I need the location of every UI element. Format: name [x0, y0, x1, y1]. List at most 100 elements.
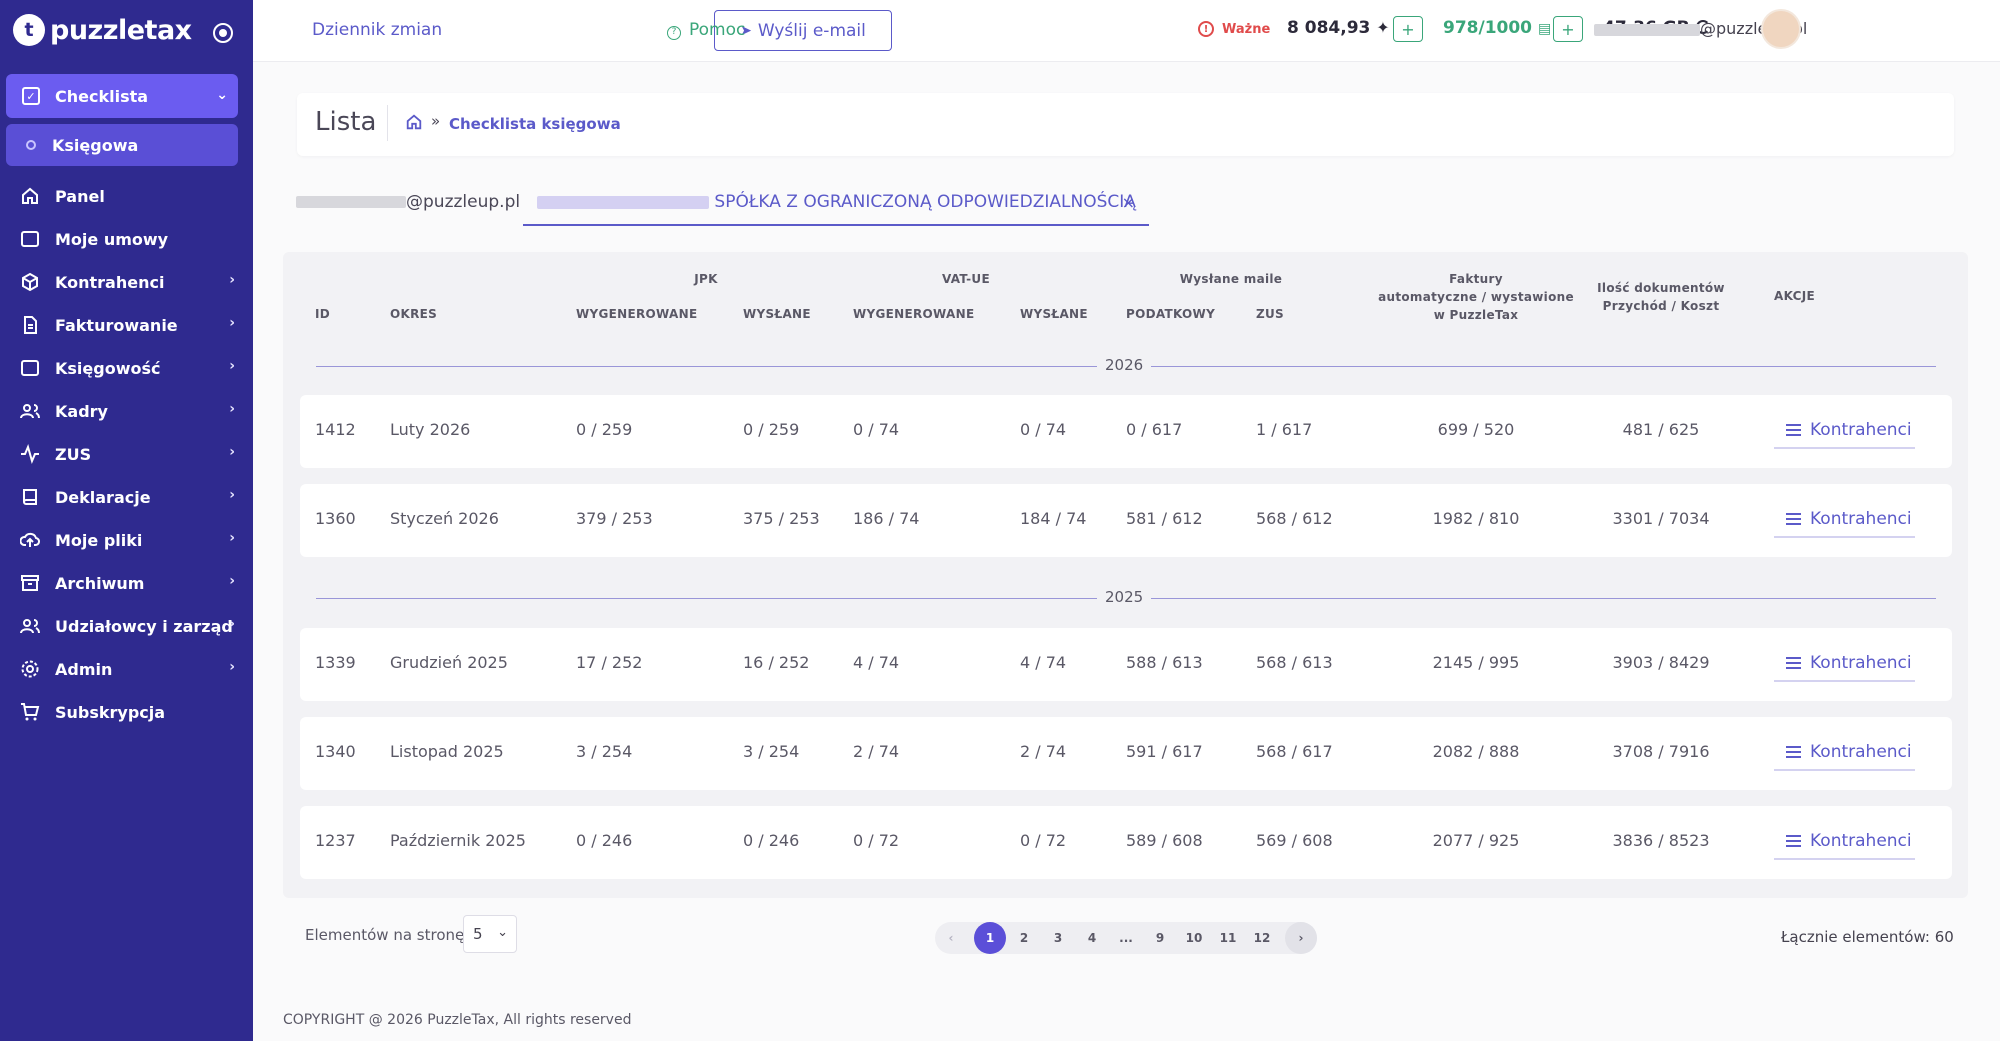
cell-period: Luty 2026 [390, 420, 471, 439]
menu-icon [1786, 746, 1801, 758]
add-documents-button[interactable]: + [1553, 16, 1583, 42]
cell-period: Listopad 2025 [390, 742, 504, 761]
cell-invoices: 699 / 520 [1437, 420, 1515, 439]
page-button[interactable]: 9 [1155, 931, 1165, 945]
kontrahenci-button[interactable]: Kontrahenci [1774, 502, 1915, 538]
header-jpk-generated: WYGENEROWANE [576, 307, 698, 321]
table-row: 1339 Grudzień 2025 17 / 252 16 / 252 4 /… [300, 628, 1952, 701]
menu-icon [1786, 424, 1801, 436]
action-label: Kontrahenci [1810, 509, 1912, 529]
cell-jpk-sent: 375 / 253 [743, 509, 820, 528]
chevron-right-icon: › [229, 272, 235, 288]
sidebar-item-udzialowcy[interactable]: Udziałowcy i zarząd › [20, 608, 235, 644]
prev-page-button[interactable]: ‹ [948, 931, 954, 945]
sidebar-item-archiwum[interactable]: Archiwum › [20, 565, 235, 601]
kontrahenci-button[interactable]: Kontrahenci [1774, 735, 1915, 771]
home-icon [20, 186, 40, 206]
send-email-button[interactable]: ➤ Wyślij e-mail [714, 10, 892, 51]
sidebar-item-label: Deklaracje [55, 487, 151, 507]
page-button[interactable]: 12 [1253, 931, 1271, 945]
page-button[interactable]: 10 [1185, 931, 1203, 945]
sidebar-item-moje-umowy[interactable]: Moje umowy [20, 221, 235, 257]
breadcrumb[interactable]: Checklista księgowa [449, 115, 621, 133]
tab-user[interactable]: @puzzleup.pl [296, 192, 520, 212]
cell-vat-sent: 0 / 74 [1020, 420, 1067, 439]
archive-icon [20, 358, 40, 378]
avatar[interactable] [1761, 9, 1801, 49]
archive-box-icon [20, 573, 40, 593]
send-email-label: Wyślij e-mail [757, 20, 866, 41]
sidebar-item-ksiegowosc[interactable]: Księgowość › [20, 350, 235, 386]
book-icon [20, 487, 40, 507]
page-button[interactable]: 11 [1219, 931, 1237, 945]
sidebar-item-label: Panel [55, 186, 105, 206]
sidebar-subitem-ksiegowa[interactable]: Księgowa [6, 124, 238, 166]
redacted-text [1594, 23, 1700, 36]
cell-vat-generated: 0 / 74 [853, 420, 900, 439]
pagination: ‹ 1 2 3 4 ... 9 10 11 12 › [935, 922, 1317, 954]
table-row: 1360 Styczeń 2026 379 / 253 375 / 253 18… [300, 484, 1952, 557]
tab-user-label: @puzzleup.pl [406, 192, 521, 212]
briefcase-icon [20, 229, 40, 249]
sidebar-subitem-label: Księgowa [52, 135, 139, 155]
chevron-right-icon: › [229, 530, 235, 546]
cell-invoices: 1982 / 810 [1432, 509, 1520, 528]
cell-mail-zus: 568 / 612 [1256, 509, 1333, 528]
kontrahenci-button[interactable]: Kontrahenci [1774, 824, 1915, 860]
kontrahenci-button[interactable]: Kontrahenci [1774, 646, 1915, 682]
sidebar-item-panel[interactable]: Panel [20, 178, 235, 214]
sidebar-item-kontrahenci[interactable]: Kontrahenci › [20, 264, 235, 300]
sidebar-item-deklaracje[interactable]: Deklaracje › [20, 479, 235, 515]
sidebar-item-subskrypcja[interactable]: Subskrypcja [20, 694, 235, 730]
cell-jpk-sent: 0 / 246 [743, 831, 800, 850]
balance-value: 8 084,93 ✦ [1287, 18, 1390, 38]
per-page-value: 5 [473, 925, 483, 943]
cell-vat-sent: 184 / 74 [1020, 509, 1087, 528]
sidebar-item-admin[interactable]: Admin › [20, 651, 235, 687]
cell-mail-tax: 0 / 617 [1126, 420, 1183, 439]
sidebar-pin-icon[interactable] [213, 23, 233, 43]
action-label: Kontrahenci [1810, 653, 1912, 673]
page-button[interactable]: 1 [974, 922, 1006, 954]
home-icon[interactable] [405, 113, 423, 131]
kontrahenci-button[interactable]: Kontrahenci [1774, 413, 1915, 449]
sidebar-item-fakturowanie[interactable]: Fakturowanie › [20, 307, 235, 343]
sidebar-item-moje-pliki[interactable]: Moje pliki › [20, 522, 235, 558]
logo[interactable]: t puzzletax [13, 14, 192, 46]
page-button[interactable]: 4 [1087, 931, 1097, 945]
header-invoices-line: automatyczne / wystawione [1378, 290, 1574, 304]
close-icon[interactable]: × [1121, 193, 1135, 212]
page-button[interactable]: 2 [1019, 931, 1029, 945]
sidebar-item-kadry[interactable]: Kadry › [20, 393, 235, 429]
header-vat-generated: WYGENEROWANE [853, 307, 975, 321]
breadcrumb-separator: » [431, 112, 441, 130]
table-row: 1340 Listopad 2025 3 / 254 3 / 254 2 / 7… [300, 717, 1952, 790]
cell-invoices: 2077 / 925 [1432, 831, 1520, 850]
page-button[interactable]: 3 [1053, 931, 1063, 945]
next-page-button[interactable]: › [1285, 922, 1317, 954]
cell-vat-sent: 4 / 74 [1020, 653, 1067, 672]
important-label: Ważne [1222, 21, 1271, 37]
important-notice[interactable]: ! Ważne [1198, 21, 1270, 37]
cell-jpk-generated: 0 / 246 [576, 831, 633, 850]
cell-id: 1237 [315, 831, 356, 850]
cell-mail-tax: 588 / 613 [1126, 653, 1203, 672]
per-page-select[interactable]: 5 ⌄ [463, 915, 517, 953]
page-title: Lista [315, 107, 377, 137]
help-link[interactable]: ? Pomoc [667, 20, 745, 40]
cart-icon [20, 702, 40, 722]
sidebar-item-zus[interactable]: ZUS › [20, 436, 235, 472]
cell-mail-tax: 591 / 617 [1126, 742, 1203, 761]
sidebar-item-label: Kadry [55, 401, 108, 421]
chevron-right-icon: › [229, 401, 235, 417]
header-invoices: Faktury automatyczne / wystawione w Puzz… [1376, 270, 1576, 324]
tab-company[interactable]: SPÓŁKA Z OGRANICZONĄ ODPOWIEDZIALNOŚCIĄ … [523, 180, 1149, 226]
changelog-link[interactable]: Dziennik zmian [312, 20, 443, 40]
page-header-card: Lista » Checklista księgowa [297, 93, 1954, 156]
cell-docs: 3836 / 8523 [1612, 831, 1710, 850]
sidebar-item-label: Subskrypcja [55, 702, 166, 722]
document-icon [20, 315, 40, 335]
sidebar-item-checklista[interactable]: ✓ Checklista ⌄ [6, 74, 238, 118]
sidebar-item-label: Admin [55, 659, 113, 679]
add-balance-button[interactable]: + [1393, 16, 1423, 42]
